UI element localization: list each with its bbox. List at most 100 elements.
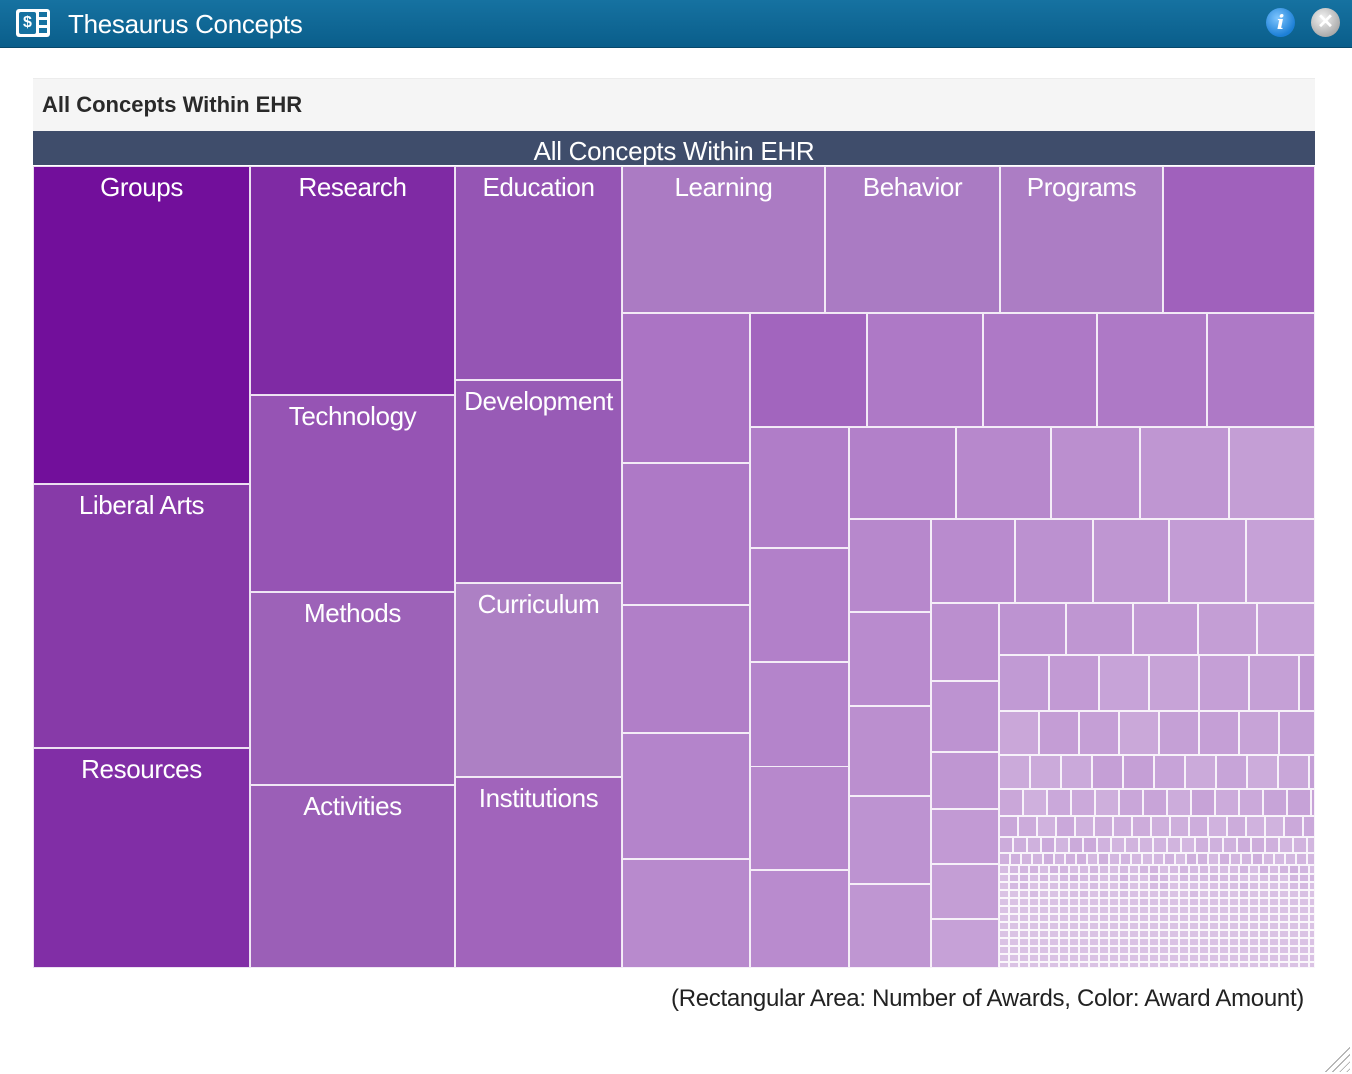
treemap-node[interactable] [1029, 898, 1039, 906]
treemap-node[interactable] [1099, 906, 1109, 914]
treemap-node[interactable] [1170, 816, 1189, 837]
treemap-node[interactable] [1246, 816, 1265, 837]
treemap-node[interactable] [1189, 922, 1199, 930]
treemap-node[interactable] [1269, 938, 1279, 946]
treemap-node[interactable] [1019, 962, 1029, 968]
treemap-node[interactable] [1259, 962, 1269, 968]
treemap-node[interactable] [1049, 914, 1059, 922]
treemap-node[interactable] [931, 864, 999, 919]
treemap-node[interactable] [1219, 954, 1229, 962]
treemap-node[interactable] [1099, 930, 1109, 938]
treemap-node[interactable] [1169, 898, 1179, 906]
treemap-node[interactable] [1019, 946, 1029, 954]
treemap-node[interactable] [1119, 711, 1159, 755]
treemap-node[interactable] [1039, 938, 1049, 946]
treemap-node[interactable] [983, 313, 1097, 427]
treemap-node[interactable] [1279, 865, 1289, 874]
treemap-node[interactable] [1299, 946, 1309, 954]
treemap-node[interactable] [1019, 898, 1029, 906]
treemap-node[interactable] [1179, 882, 1189, 890]
treemap-node[interactable] [1265, 837, 1279, 853]
treemap-node[interactable] [1309, 890, 1315, 898]
treemap-node[interactable] [1079, 874, 1089, 882]
treemap-node[interactable] [1129, 914, 1139, 922]
treemap-node[interactable] [1249, 930, 1259, 938]
treemap-node[interactable] [1199, 655, 1249, 711]
treemap-node[interactable]: Technology [250, 395, 455, 592]
treemap-node[interactable] [999, 930, 1009, 938]
treemap-node[interactable] [1179, 930, 1189, 938]
treemap-node[interactable] [1259, 946, 1269, 954]
treemap-node[interactable] [1119, 882, 1129, 890]
treemap-node[interactable] [1039, 930, 1049, 938]
treemap-node[interactable] [1239, 882, 1249, 890]
treemap-node[interactable] [1175, 853, 1186, 865]
treemap-node[interactable] [1199, 874, 1209, 882]
treemap-node[interactable] [1179, 954, 1189, 962]
treemap-node[interactable] [1239, 865, 1249, 874]
treemap-node[interactable] [1169, 922, 1179, 930]
treemap-node[interactable] [1139, 922, 1149, 930]
treemap-node[interactable] [1229, 922, 1239, 930]
treemap-node[interactable] [1219, 914, 1229, 922]
treemap-node[interactable]: Programs [1000, 166, 1163, 313]
treemap-node[interactable] [1029, 930, 1039, 938]
treemap-node[interactable] [1049, 865, 1059, 874]
treemap-node[interactable] [1139, 930, 1149, 938]
treemap-node[interactable] [1069, 837, 1083, 853]
treemap-node[interactable] [1299, 914, 1309, 922]
treemap-node[interactable] [1129, 906, 1139, 914]
treemap-node[interactable] [1009, 938, 1019, 946]
treemap-node[interactable] [1049, 890, 1059, 898]
treemap-node[interactable] [1015, 519, 1093, 603]
treemap-node[interactable] [1154, 755, 1185, 789]
treemap-node[interactable] [1269, 914, 1279, 922]
treemap-node[interactable] [1079, 890, 1089, 898]
treemap-node[interactable] [1129, 874, 1139, 882]
treemap-node[interactable] [1159, 898, 1169, 906]
treemap-node[interactable] [1129, 938, 1139, 946]
treemap-node[interactable] [1289, 898, 1299, 906]
treemap-node[interactable] [1113, 816, 1132, 837]
treemap-node[interactable] [1239, 922, 1249, 930]
treemap-node[interactable] [1289, 882, 1299, 890]
treemap-node[interactable] [999, 946, 1009, 954]
treemap-node[interactable] [1259, 874, 1269, 882]
treemap-node[interactable] [1019, 874, 1029, 882]
treemap-node[interactable] [1229, 427, 1315, 519]
treemap-node[interactable] [1009, 930, 1019, 938]
treemap-node[interactable] [1284, 816, 1303, 837]
treemap-node[interactable] [1289, 946, 1299, 954]
treemap-node[interactable] [1059, 874, 1069, 882]
treemap-node[interactable] [1191, 789, 1215, 816]
treemap-node[interactable] [1169, 519, 1246, 603]
treemap-node[interactable] [1049, 922, 1059, 930]
treemap-node[interactable] [1139, 906, 1149, 914]
treemap-node[interactable] [1021, 853, 1032, 865]
treemap-node[interactable] [1279, 962, 1289, 968]
treemap-node[interactable] [1099, 890, 1109, 898]
treemap-node[interactable] [1309, 954, 1315, 962]
treemap-node[interactable] [1129, 898, 1139, 906]
treemap-node[interactable] [1075, 816, 1094, 837]
treemap-node[interactable] [931, 681, 999, 752]
treemap-node[interactable] [1009, 882, 1019, 890]
treemap-node[interactable] [1199, 711, 1239, 755]
treemap-node[interactable] [1139, 954, 1149, 962]
treemap-node[interactable] [1229, 882, 1239, 890]
treemap-node[interactable] [1079, 938, 1089, 946]
treemap-node[interactable] [1039, 946, 1049, 954]
treemap-node[interactable] [1069, 898, 1079, 906]
treemap-node[interactable] [1039, 906, 1049, 914]
treemap-node[interactable] [1079, 906, 1089, 914]
treemap-node[interactable] [999, 603, 1066, 655]
treemap-node[interactable] [1259, 865, 1269, 874]
treemap-node[interactable] [1159, 930, 1169, 938]
treemap-node[interactable] [1099, 882, 1109, 890]
treemap-node[interactable] [931, 603, 999, 681]
treemap-node[interactable] [1227, 816, 1246, 837]
treemap-node[interactable] [1119, 954, 1129, 962]
treemap-node[interactable] [931, 919, 999, 968]
treemap-node[interactable] [1149, 890, 1159, 898]
treemap-node[interactable] [1299, 922, 1309, 930]
